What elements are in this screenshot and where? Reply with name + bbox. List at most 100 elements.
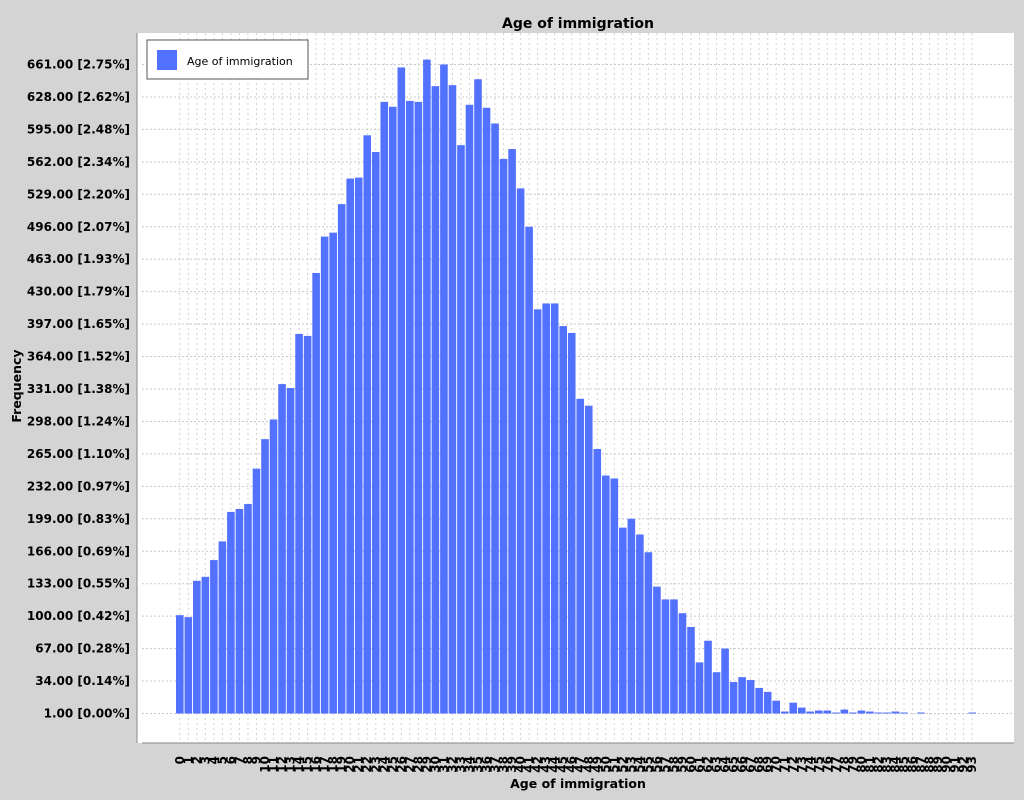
- x-tick-label: 33: [454, 756, 468, 773]
- x-tick-label: 4: [207, 756, 221, 764]
- x-tick-label: 54: [633, 756, 647, 773]
- bar-age-30: [431, 86, 440, 714]
- y-tick-label: 496.00 [2.07%]: [27, 220, 130, 234]
- bar-age-15: [303, 335, 312, 714]
- x-tick-label: 77: [829, 756, 843, 773]
- bar-age-72: [789, 702, 798, 714]
- x-tick-label: 14: [292, 756, 306, 773]
- bar-age-60: [687, 626, 695, 714]
- bar-age-28: [414, 101, 423, 714]
- bar-age-64: [721, 648, 729, 714]
- bar-age-34: [465, 104, 474, 714]
- bar-age-43: [542, 303, 550, 714]
- x-tick-label: 16: [309, 756, 323, 773]
- x-tick-label: 8: [241, 756, 255, 764]
- bar-age-68: [755, 687, 763, 714]
- x-tick-label: 19: [335, 756, 349, 773]
- bar-age-20: [346, 178, 354, 714]
- y-tick-label: 67.00 [0.28%]: [35, 642, 130, 656]
- x-tick-label: 80: [854, 756, 868, 773]
- x-tick-label: 32: [445, 756, 459, 773]
- bar-age-33: [457, 145, 465, 714]
- x-tick-label: 5: [215, 756, 229, 764]
- bar-age-80: [857, 710, 866, 714]
- x-tick-label: 75: [812, 756, 826, 773]
- x-tick-label: 79: [846, 756, 860, 773]
- bar-age-22: [363, 135, 372, 714]
- x-tick-label: 93: [965, 756, 979, 773]
- bar-age-13: [286, 388, 295, 714]
- x-tick-label: 30: [428, 756, 442, 773]
- x-tick-label: 73: [795, 756, 809, 773]
- x-tick-label: 29: [420, 756, 434, 773]
- bar-age-26: [397, 67, 406, 714]
- bar-age-50: [602, 475, 610, 714]
- x-tick-label: 34: [462, 756, 476, 773]
- x-axis-title: Age of immigration: [510, 776, 646, 791]
- x-tick-label: 31: [437, 756, 451, 773]
- bar-age-71: [780, 711, 789, 714]
- bar-age-8: [244, 504, 252, 714]
- bar-age-81: [866, 711, 874, 714]
- x-tick-label: 0: [173, 756, 187, 764]
- x-tick-label: 66: [735, 756, 749, 773]
- bar-age-41: [525, 226, 533, 714]
- x-tick-label: 74: [803, 756, 817, 773]
- y-tick-label: 133.00 [0.55%]: [27, 577, 130, 591]
- bar-age-42: [533, 309, 542, 714]
- x-tick-label: 89: [931, 756, 945, 773]
- x-tick-label: 87: [914, 756, 928, 773]
- x-tick-label: 18: [326, 756, 340, 773]
- x-tick-label: 64: [718, 756, 732, 773]
- legend-swatch: [157, 50, 177, 70]
- x-tick-label: 91: [948, 756, 962, 773]
- bar-age-69: [763, 691, 772, 714]
- bar-age-29: [423, 59, 431, 714]
- bar-age-19: [337, 204, 346, 714]
- x-tick-label: 67: [744, 756, 758, 773]
- x-tick-label: 21: [352, 756, 366, 773]
- bar-age-1: [184, 617, 193, 714]
- bar-age-65: [729, 682, 738, 714]
- bar-age-62: [704, 640, 712, 714]
- x-tick-label: 38: [497, 756, 511, 773]
- bar-age-93: [968, 712, 976, 714]
- bar-age-2: [193, 580, 201, 714]
- x-tick-label: 17: [318, 756, 332, 773]
- bar-age-4: [210, 560, 218, 714]
- x-tick-label: 50: [599, 756, 613, 773]
- x-tick-label: 13: [284, 756, 298, 773]
- y-axis-title: Frequency: [9, 349, 24, 422]
- bar-age-51: [610, 478, 619, 714]
- bar-age-44: [550, 303, 559, 714]
- bar-age-7: [235, 508, 244, 714]
- y-tick-label: 1.00 [0.00%]: [44, 707, 130, 721]
- bar-age-58: [670, 599, 678, 714]
- x-tick-label: 35: [471, 756, 485, 773]
- y-tick-label: 628.00 [2.62%]: [27, 90, 130, 104]
- bar-age-9: [252, 468, 261, 714]
- bar-age-87: [917, 712, 925, 714]
- x-tick-label: 84: [888, 756, 902, 773]
- x-tick-label: 65: [727, 756, 741, 773]
- bar-age-63: [712, 672, 721, 714]
- bar-age-31: [440, 64, 448, 714]
- x-tick-label: 24: [377, 756, 391, 773]
- x-tick-label: 2: [190, 756, 204, 764]
- bar-age-35: [474, 79, 482, 714]
- x-tick-label: 76: [820, 756, 834, 773]
- bar-age-56: [653, 586, 661, 714]
- y-tick-label: 265.00 [1.10%]: [27, 447, 130, 461]
- bar-age-75: [815, 710, 823, 714]
- x-tick-label: 62: [701, 756, 715, 773]
- x-tick-label: 48: [582, 756, 596, 773]
- bar-age-5: [218, 541, 227, 714]
- x-tick-label: 71: [778, 756, 792, 773]
- x-tick-label: 83: [880, 756, 894, 773]
- x-tick-label: 86: [906, 756, 920, 773]
- x-tick-label: 12: [275, 756, 289, 773]
- y-tick-label: 430.00 [1.79%]: [27, 285, 130, 299]
- x-tick-label: 47: [573, 756, 587, 773]
- bar-age-40: [516, 188, 525, 714]
